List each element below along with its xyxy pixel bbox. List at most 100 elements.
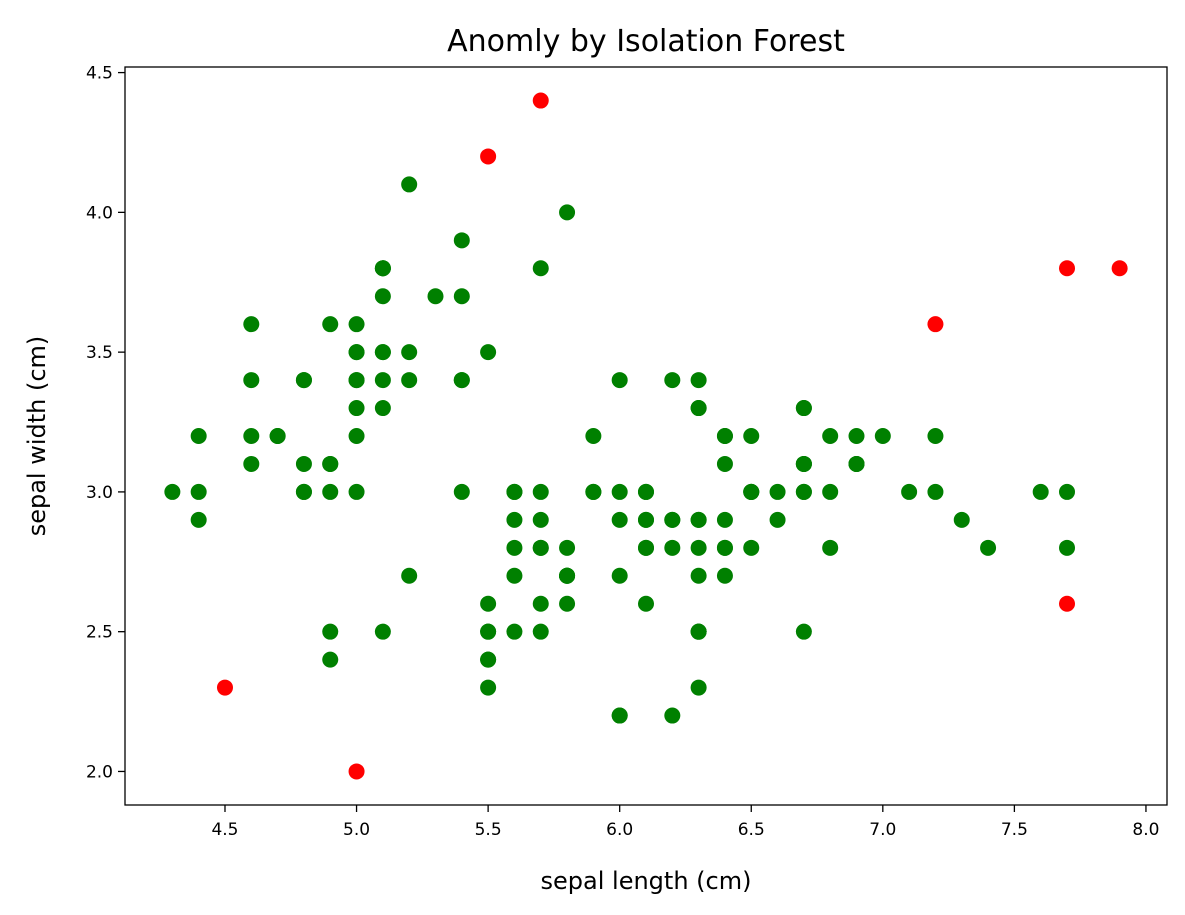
data-point [585, 483, 602, 500]
data-point [190, 483, 207, 500]
data-point [295, 455, 312, 472]
data-point [690, 400, 707, 417]
y-axis-label: sepal width (cm) [23, 336, 51, 537]
x-tick-label: 7.5 [1001, 820, 1028, 840]
data-point [506, 539, 523, 556]
data-point [848, 455, 865, 472]
x-tick-label: 5.5 [475, 820, 502, 840]
data-point [690, 372, 707, 389]
data-point [295, 372, 312, 389]
data-point [664, 707, 681, 724]
data-point [348, 344, 365, 361]
data-point [638, 595, 654, 612]
data-point [611, 567, 628, 584]
data-point [795, 455, 812, 472]
data-point [769, 483, 786, 500]
data-point [1059, 595, 1076, 612]
data-point [690, 539, 707, 556]
data-point [480, 148, 497, 165]
data-point [453, 288, 470, 305]
data-point [427, 288, 444, 305]
data-point [480, 623, 497, 640]
data-point [532, 511, 549, 528]
data-point [480, 651, 497, 668]
data-point [822, 483, 839, 500]
data-point [190, 428, 207, 444]
data-point [348, 316, 365, 333]
data-point [848, 428, 865, 444]
data-point [374, 372, 391, 389]
data-point [216, 679, 233, 696]
data-point [769, 511, 786, 528]
data-point [664, 511, 681, 528]
data-point [611, 483, 628, 500]
data-point [453, 232, 470, 249]
data-point [638, 539, 654, 556]
y-tick-label: 3.5 [86, 343, 113, 363]
data-point [506, 511, 523, 528]
x-tick-label: 5.0 [343, 820, 370, 840]
data-point [822, 539, 839, 556]
data-point [532, 539, 549, 556]
data-point [1111, 260, 1128, 277]
data-point [611, 372, 628, 389]
data-point [559, 595, 576, 612]
x-axis-ticks: 4.5 5.0 5.5 6.0 6.5 7.0 7.5 8.0 [211, 805, 1159, 840]
data-point [980, 539, 997, 556]
data-point [243, 455, 260, 472]
data-point [1059, 483, 1076, 500]
x-tick-label: 6.5 [738, 820, 765, 840]
data-point [532, 483, 549, 500]
data-point [690, 567, 707, 584]
data-point [374, 260, 391, 277]
data-point [243, 316, 260, 333]
data-point [1032, 483, 1049, 500]
data-point [716, 511, 733, 528]
data-point [322, 455, 339, 472]
data-point [322, 651, 339, 668]
data-point [348, 483, 365, 500]
data-point [269, 428, 286, 444]
data-point [795, 400, 812, 417]
y-tick-label: 3.0 [86, 483, 113, 503]
data-point [480, 679, 497, 696]
y-tick-label: 4.0 [86, 203, 113, 223]
data-point [506, 623, 523, 640]
data-point [874, 428, 891, 444]
data-point [322, 623, 339, 640]
data-point [953, 511, 970, 528]
data-point [480, 595, 497, 612]
y-tick-label: 4.5 [86, 64, 113, 84]
data-point [927, 316, 944, 333]
data-point [559, 567, 576, 584]
data-point [559, 539, 576, 556]
data-point [506, 483, 523, 500]
data-point [532, 623, 549, 640]
data-point [532, 595, 549, 612]
data-point [348, 763, 365, 780]
data-point [611, 511, 628, 528]
data-point [374, 288, 391, 305]
data-point [348, 400, 365, 417]
data-point [322, 483, 339, 500]
data-point [743, 483, 760, 500]
data-point [190, 511, 207, 528]
data-point [453, 483, 470, 500]
data-point [559, 204, 576, 221]
data-point [690, 511, 707, 528]
data-point [716, 455, 733, 472]
chart-title: Anomly by Isolation Forest [447, 24, 845, 59]
data-point [638, 511, 654, 528]
data-point [374, 623, 391, 640]
data-point [664, 539, 681, 556]
data-point [348, 372, 365, 389]
data-point [243, 372, 260, 389]
data-point [401, 372, 418, 389]
data-point [243, 428, 260, 444]
data-point [164, 483, 181, 500]
data-point [585, 428, 602, 444]
data-point [348, 428, 365, 444]
y-axis-ticks: 2.0 2.5 3.0 3.5 4.0 4.5 [86, 64, 125, 782]
data-point [1059, 260, 1076, 277]
